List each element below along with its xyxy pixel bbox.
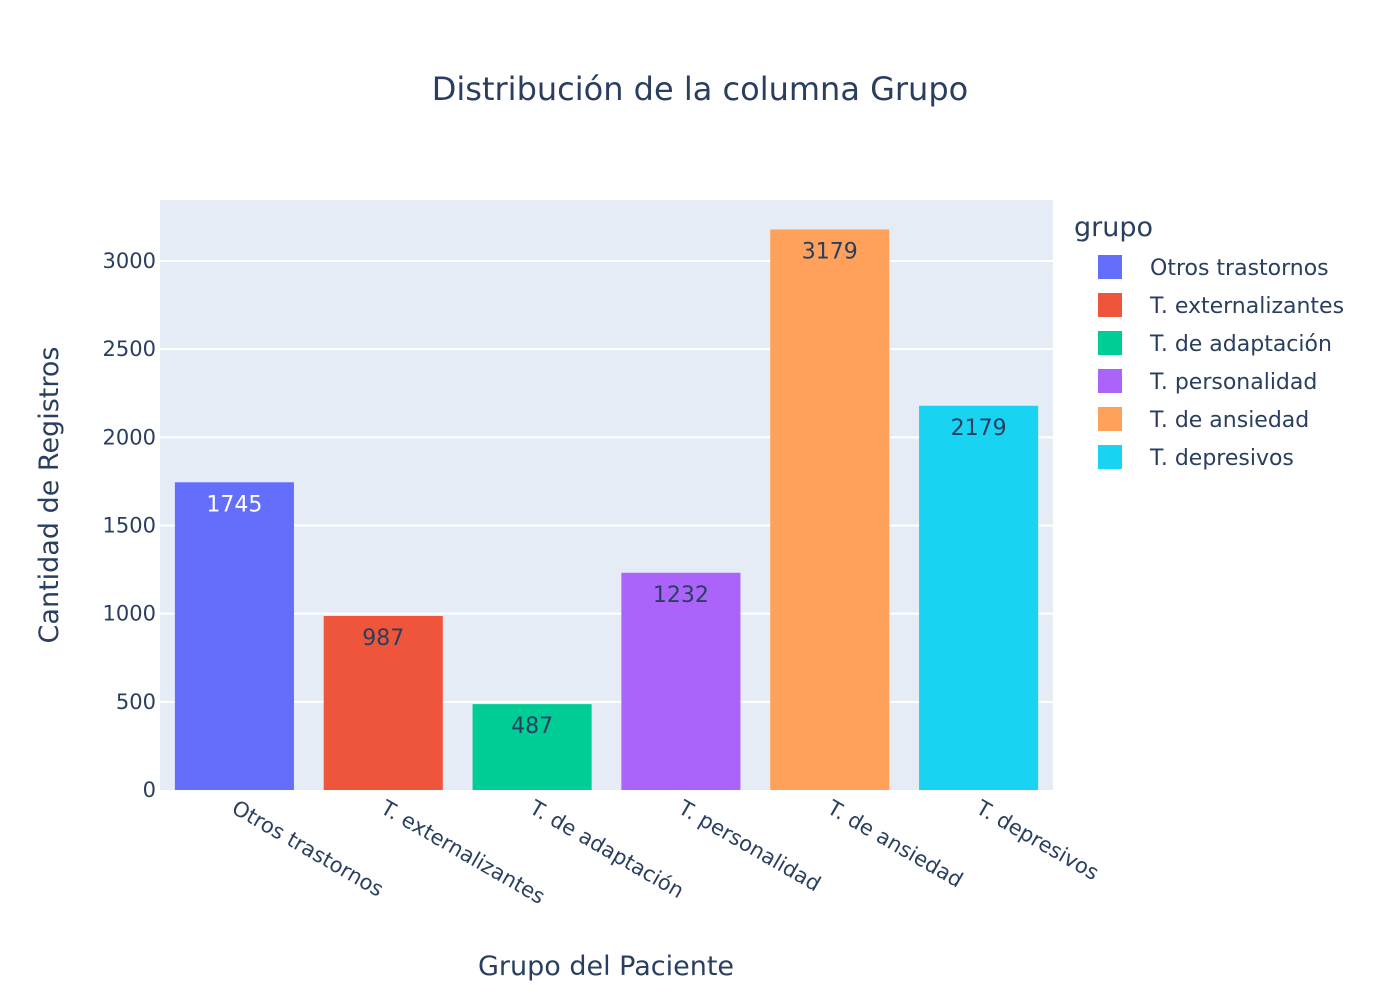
y-tick-label: 2000 (103, 425, 156, 449)
legend-swatch (1098, 255, 1122, 279)
x-tick-label: T. personalidad (674, 795, 825, 896)
y-tick-label: 2500 (103, 337, 156, 361)
bar (919, 405, 1039, 790)
legend-item-label: T. de ansiedad (1149, 408, 1309, 433)
legend-swatch (1098, 445, 1122, 469)
chart-title: Distribución de la columna Grupo (432, 70, 968, 108)
gridlines (160, 260, 1053, 703)
bar (770, 229, 890, 791)
legend-item-label: T. depresivos (1149, 446, 1294, 471)
bars (174, 229, 1039, 791)
x-tick-label: T. de adaptación (525, 795, 688, 903)
x-tick-label: T. de ansiedad (822, 795, 967, 892)
bar-value-label: 1745 (206, 492, 262, 517)
x-tick-label: T. externalizantes (376, 795, 549, 909)
x-tick-label: Otros trastornos (228, 796, 388, 902)
y-tick-label: 1500 (103, 514, 156, 538)
legend: grupo Otros trastornos T. externalizantes… (1074, 212, 1344, 471)
plot-area (160, 200, 1053, 790)
legend-item-label: T. externalizantes (1149, 294, 1344, 319)
bar-labels: 1745 987 487 1232 3179 2179 (206, 239, 1006, 739)
legend-swatch (1098, 331, 1122, 355)
legend-swatch (1098, 407, 1122, 431)
legend-items: Otros trastornos T. externalizantes T. de … (1098, 255, 1344, 471)
bar-value-label: 987 (362, 626, 404, 651)
bar-value-label: 2179 (951, 416, 1007, 441)
legend-swatch (1098, 293, 1122, 317)
bar-value-label: 3179 (802, 239, 858, 264)
bar (174, 482, 294, 790)
bar-value-label: 1232 (653, 583, 709, 608)
x-axis-title: Grupo del Paciente (478, 951, 734, 982)
bar (621, 572, 741, 790)
y-axis-title: Cantidad de Registros (34, 347, 65, 644)
y-tick-label: 3000 (103, 249, 156, 273)
y-tick-label: 500 (116, 690, 156, 714)
y-axis-ticks: 0 500 1000 1500 2000 2500 3000 (103, 249, 156, 802)
x-tick-label: T. depresivos (971, 795, 1103, 885)
y-tick-label: 1000 (103, 602, 156, 626)
bar (323, 615, 443, 790)
legend-item-label: Otros trastornos (1150, 256, 1329, 281)
legend-item-label: T. personalidad (1149, 370, 1317, 395)
legend-title: grupo (1074, 212, 1153, 243)
bar (472, 704, 592, 790)
bar-value-label: 487 (511, 714, 553, 739)
legend-item-label: T. de adaptación (1149, 332, 1332, 357)
y-tick-label: 0 (143, 778, 156, 802)
legend-swatch (1098, 369, 1122, 393)
